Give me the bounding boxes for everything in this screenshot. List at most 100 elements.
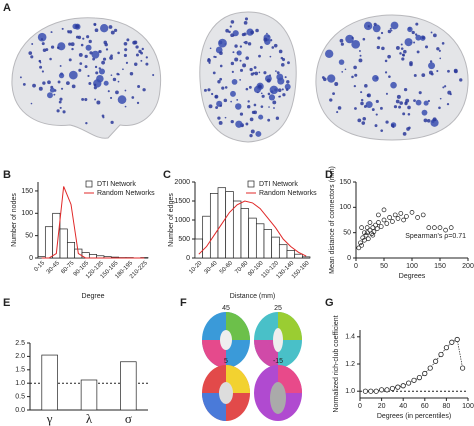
node-dot [95,71,99,75]
node-dot [30,102,33,105]
point [376,220,381,225]
point [426,225,432,230]
x-tick-label: 100 [406,263,418,270]
node-dot [230,61,235,66]
node-dot [208,104,213,109]
node-dot [250,129,255,134]
point [392,212,398,218]
node-dot [41,70,44,73]
node-dot [136,101,140,105]
node-dot [103,40,108,45]
node-dot [269,39,273,42]
node-dot [110,120,114,124]
node-dot [68,30,73,34]
node-dot [327,74,336,83]
bar [278,244,288,259]
point [398,211,404,216]
node-dot [244,17,249,21]
node-dot [426,118,431,123]
y-tick-label: 1000 [174,217,190,224]
node-dot [58,100,62,104]
node-dot [253,103,257,107]
node-dot [407,105,411,110]
node-dot [110,30,115,35]
bar [248,217,257,259]
node-dot [273,43,278,48]
node-dot [219,104,223,108]
node-dot [224,116,227,119]
node-dot [444,85,447,88]
bar [286,250,296,259]
node-dot [214,94,219,99]
node-dot [400,47,404,50]
legend-label: Random Networks [97,190,155,197]
node-dot [231,70,234,73]
node-dot [249,117,254,122]
node-dot [218,38,227,48]
legend-label: Random Networks [259,190,317,197]
node-dot [269,74,272,77]
node-dot [280,63,285,67]
brain-slices [202,312,302,421]
node-dot [353,84,357,88]
node-dot [442,86,445,89]
node-dot [269,85,279,95]
node-dot [373,22,377,26]
slice-label: -15 [273,358,283,365]
node-dot [263,71,267,75]
node-dot [231,79,238,85]
node-dot [359,54,362,57]
point [432,358,439,364]
x-axis-label: Degrees [399,273,426,280]
node-dot [249,67,253,72]
node-dot [439,57,442,60]
node-dot [413,73,417,77]
node-dot [446,102,450,106]
node-dot [247,100,250,103]
node-dot [62,110,66,114]
node-dot [22,82,26,86]
x-tick-label: 0 [354,263,358,270]
bar [301,256,311,259]
node-dot [432,117,437,122]
node-dot [215,106,219,109]
node-dot [152,73,155,77]
bar [217,187,227,259]
node-dot [441,42,445,45]
y-tick-label: 1500 [174,198,190,205]
point [395,384,401,390]
node-dot [49,87,55,93]
node-dot [19,76,22,79]
node-dot [230,33,234,38]
point [367,220,373,225]
node-dot [109,96,113,100]
node-dot [390,81,397,89]
node-dot [230,120,234,124]
y-axis-label: Normalized rich-club coefficient [333,315,340,412]
series-line [198,200,307,257]
node-dot [68,42,72,46]
slice-core [270,382,286,414]
x-axis-label: Degree [82,293,105,300]
node-dot [428,70,433,75]
node-dot [88,82,92,85]
node-dot [271,46,275,49]
node-dot [360,98,364,102]
node-dot [218,121,223,125]
point [381,217,387,223]
node-dot [101,60,106,65]
point [362,388,368,394]
slice-region [202,340,226,368]
node-dot [380,106,383,110]
slice-label: 45 [222,305,230,312]
node-dot [439,97,442,100]
node-dot [245,56,249,60]
node-dot [85,121,88,125]
node-dot [361,121,366,125]
y-tick-label: 1.2 [345,361,355,368]
node-dot [338,59,345,65]
node-dot [381,46,385,51]
node-dot [57,42,66,51]
point [443,345,449,351]
